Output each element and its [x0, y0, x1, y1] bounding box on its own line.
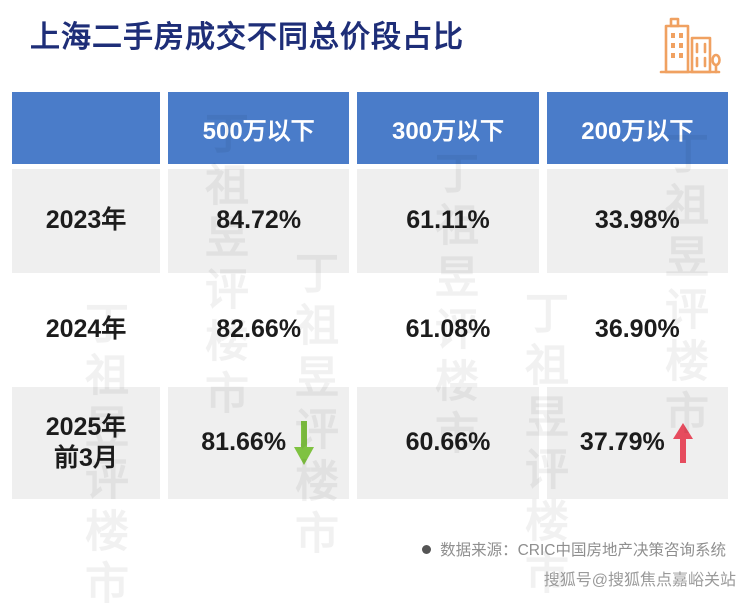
- value-2025-under-300w: 60.66%: [357, 387, 539, 499]
- data-source-line: 数据来源：CRIC中国房地产决策咨询系统: [422, 538, 726, 560]
- row-label-2024: 2024年: [12, 278, 160, 382]
- page-header: 上海二手房成交不同总价段占比: [0, 0, 740, 84]
- value-2025-under-200w: 37.79%: [546, 387, 728, 499]
- value-2025-under-200w-text: 37.79%: [579, 428, 665, 457]
- sohu-credit-watermark: 搜狐号@搜狐焦点嘉峪关站: [543, 572, 736, 589]
- value-2024-under-300w: 61.08%: [357, 278, 539, 382]
- down-arrow-icon: [294, 421, 315, 465]
- value-2025-under-500w: 81.66%: [168, 387, 350, 499]
- value-2025-under-500w-text: 81.66%: [201, 428, 287, 457]
- page-title: 上海二手房成交不同总价段占比: [30, 21, 464, 54]
- value-2024-under-200w: 36.90%: [546, 278, 728, 382]
- column-header-under-200w: 200万以下: [546, 92, 728, 164]
- table-corner-cell: [12, 92, 160, 164]
- data-source-text: 数据来源：CRIC中国房地产决策咨询系统: [440, 542, 726, 559]
- column-header-under-500w: 500万以下: [168, 92, 350, 164]
- building-icon: [659, 17, 721, 74]
- value-2024-under-500w: 82.66%: [168, 278, 350, 382]
- value-2023-under-200w: 33.98%: [546, 169, 728, 273]
- bullet-dot-icon: [422, 544, 432, 554]
- price-segment-table: 500万以下 300万以下 200万以下 2023年 84.72% 61.11%…: [12, 92, 728, 499]
- row-label-2025-q1: 2025年 前3月: [12, 387, 160, 499]
- value-2023-under-500w: 84.72%: [168, 169, 350, 273]
- up-arrow-icon: [672, 423, 693, 463]
- row-label-2023: 2023年: [12, 169, 160, 273]
- value-2023-under-300w: 61.11%: [357, 169, 539, 273]
- column-header-under-300w: 300万以下: [357, 92, 539, 164]
